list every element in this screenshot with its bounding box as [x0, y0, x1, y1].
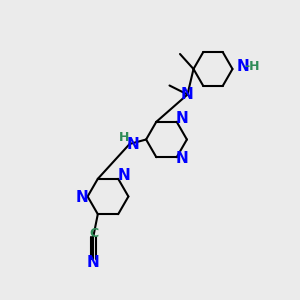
- Text: N: N: [117, 168, 130, 183]
- Text: -H: -H: [244, 60, 260, 73]
- Text: N: N: [76, 190, 88, 206]
- Text: N: N: [181, 87, 194, 102]
- Text: C: C: [90, 227, 99, 240]
- Text: N: N: [176, 151, 188, 166]
- Text: H: H: [118, 131, 129, 144]
- Text: N: N: [87, 255, 100, 270]
- Text: N: N: [127, 136, 140, 152]
- Text: N: N: [176, 111, 188, 126]
- Text: N: N: [237, 59, 249, 74]
